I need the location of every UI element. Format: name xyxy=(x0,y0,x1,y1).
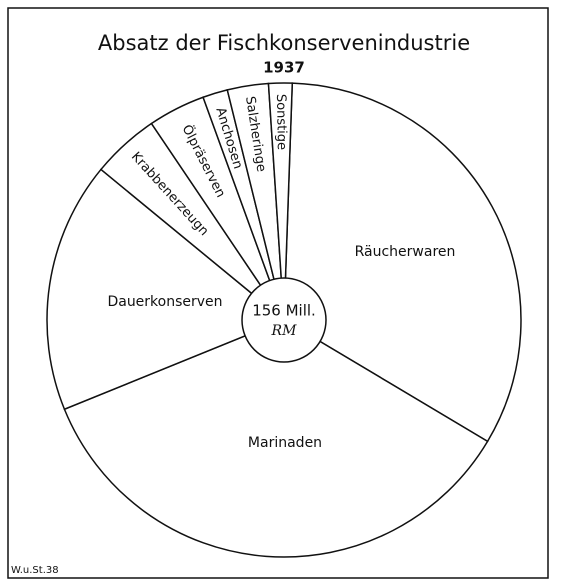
pie-slice xyxy=(63,319,489,558)
pie-slice xyxy=(283,82,522,443)
pie-slice xyxy=(46,168,286,411)
source: W.u.St.38 xyxy=(11,565,59,576)
chart-title: Absatz der Fischkonservenindustrie xyxy=(98,31,470,55)
slice-label: Dauerkonserven xyxy=(107,294,222,310)
slice-label: Sonstige xyxy=(273,94,289,150)
pie-slice xyxy=(267,82,294,321)
pie xyxy=(46,82,522,558)
center-circle xyxy=(241,277,327,363)
slice-label: Marinaden xyxy=(248,435,322,451)
frame xyxy=(7,7,549,579)
center-label: 156 Mill. xyxy=(252,302,316,320)
center-label: RM xyxy=(271,323,298,339)
slice-label: Räucherwaren xyxy=(355,244,456,260)
chart-subtitle: 1937 xyxy=(263,59,305,77)
